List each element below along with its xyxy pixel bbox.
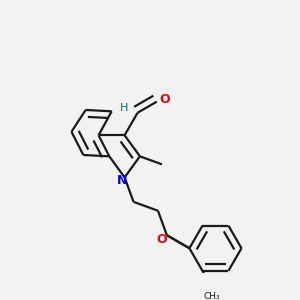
Text: N: N [117, 174, 127, 187]
Text: H: H [120, 103, 128, 113]
Text: O: O [157, 232, 167, 245]
Text: O: O [159, 93, 170, 106]
Text: CH₃: CH₃ [204, 292, 220, 300]
